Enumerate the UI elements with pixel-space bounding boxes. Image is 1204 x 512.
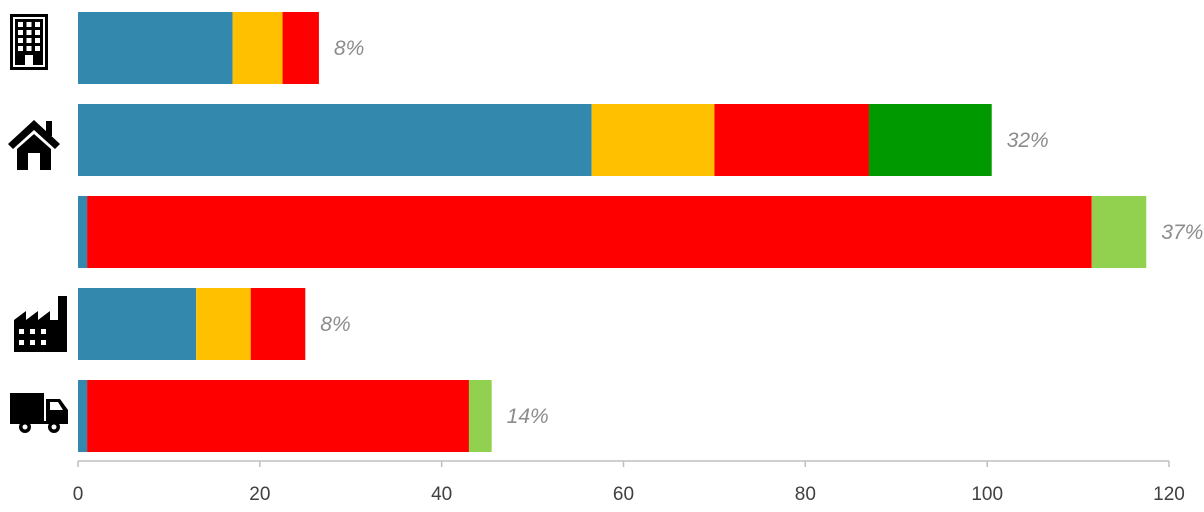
building-icon [10,14,48,70]
x-tick-label: 60 [613,484,634,505]
bar-segment-row0-series2 [282,12,319,84]
bar-label: 8% [320,313,350,336]
bar-segment-row1-series3 [868,104,992,176]
bar-segment-row1-series2 [714,104,869,176]
truck-icon [10,393,68,433]
bar-segment-row1-series0 [78,104,592,176]
bar-segment-row3-series0 [78,288,197,360]
factory-icon [14,296,67,352]
bar-segment-row4-series0 [78,380,88,452]
x-axis-ticks: 0 20 40 60 80 100 120 [73,461,1185,505]
bar-label: 8% [334,37,364,60]
bars-group [78,12,1147,452]
bar-labels-group: 8% 32% 37% 8% 14% [320,37,1203,428]
bar-label: 37% [1161,221,1203,244]
bar-label: 32% [1007,129,1049,152]
x-tick-label: 80 [795,484,816,505]
x-tick-label: 0 [73,484,84,505]
bar-segment-row4-series4 [468,380,492,452]
bar-segment-row0-series1 [232,12,283,84]
x-tick-label: 20 [249,484,270,505]
bar-label: 14% [507,405,549,428]
x-tick-label: 120 [1153,484,1185,505]
bar-segment-row0-series0 [78,12,233,84]
bar-segment-row2-series2 [87,196,1092,268]
x-tick-label: 40 [431,484,452,505]
bar-segment-row1-series1 [591,104,715,176]
bar-segment-row3-series2 [250,288,306,360]
house-icon [8,120,60,170]
bar-segment-row4-series2 [87,380,469,452]
x-tick-label: 100 [971,484,1003,505]
bar-segment-row2-series4 [1091,196,1147,268]
bar-segment-row3-series1 [196,288,251,360]
bar-segment-row2-series0 [78,196,88,268]
